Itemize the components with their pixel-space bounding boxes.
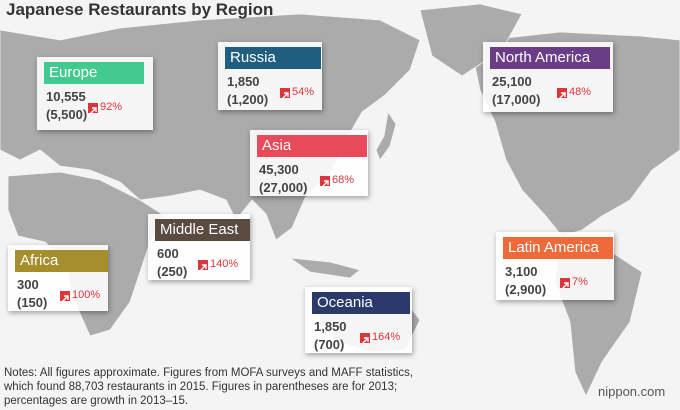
current-count: 25,100	[492, 74, 532, 89]
growth-icon	[560, 278, 570, 290]
region-name: Africa	[15, 250, 108, 272]
indonesia	[288, 257, 361, 279]
current-count: 3,100	[505, 264, 538, 279]
arrow	[558, 92, 566, 100]
arrow	[61, 295, 69, 303]
current-count: 1,850	[314, 319, 347, 334]
region-name: Latin America	[503, 237, 613, 259]
growth-icon	[320, 176, 330, 188]
current-count: 1,850	[227, 74, 260, 89]
current-count: 300	[17, 277, 39, 292]
growth-icon	[557, 88, 567, 100]
growth: 68%	[332, 174, 355, 186]
japan	[375, 110, 397, 161]
region-box: Oceania 1,850 (700) 164%	[305, 287, 412, 353]
growth: 54%	[292, 86, 315, 98]
region-name: Russia	[225, 47, 321, 69]
growth-icon	[88, 103, 98, 115]
title: Japanese Restaurants by Region	[6, 0, 274, 19]
previous-count: (17,000)	[492, 92, 541, 107]
growth: 164%	[372, 331, 401, 343]
previous-count: (700)	[314, 337, 345, 352]
previous-count: (1,200)	[227, 92, 269, 107]
previous-count: (27,000)	[259, 180, 308, 195]
region-box: Europe 10,555 (5,500) 92%	[37, 57, 153, 130]
region-box: Russia 1,850 (1,200) 54%	[218, 42, 322, 110]
previous-count: (150)	[17, 295, 48, 310]
region-name: Asia	[257, 135, 367, 157]
previous-count: (250)	[157, 264, 188, 279]
region-box: Africa 300 (150) 100%	[8, 245, 108, 311]
region-box: Asia 45,300 (27,000) 68%	[250, 130, 368, 196]
growth-icon	[280, 88, 290, 100]
region-name: Oceania	[312, 292, 410, 314]
previous-count: (2,900)	[505, 282, 547, 297]
growth-icon	[360, 333, 370, 345]
logo: nippon.com	[598, 384, 666, 399]
growth-icon	[198, 260, 208, 272]
region-box: Middle East 600 (250) 140%	[148, 214, 250, 280]
growth: 100%	[72, 289, 101, 301]
arrow	[361, 337, 369, 345]
growth: 7%	[572, 276, 588, 288]
region-name: Middle East	[155, 219, 250, 241]
region-box: North America 25,100 (17,000) 48%	[483, 42, 613, 112]
notes: Notes: All figures approximate. Figures …	[4, 366, 413, 408]
current-count: 45,300	[259, 162, 299, 177]
growth-icon	[60, 291, 70, 303]
growth: 140%	[210, 258, 239, 270]
arrow	[281, 92, 289, 100]
current-count: 10,555	[46, 89, 86, 104]
arrow	[199, 264, 207, 272]
previous-count: (5,500)	[46, 107, 88, 122]
note-line: Notes: All figures approximate. Figures …	[4, 367, 414, 379]
region-name: Europe	[44, 62, 144, 84]
growth: 92%	[100, 101, 123, 113]
arrow	[89, 107, 97, 115]
note-line: which found 88,703 restaurants in 2015. …	[4, 381, 398, 393]
arrow	[561, 282, 569, 290]
note-line: percentages are growth in 2013–15.	[4, 395, 189, 407]
current-count: 600	[157, 246, 179, 261]
region-box: Latin America 3,100 (2,900) 7%	[496, 232, 614, 300]
region-name: North America	[490, 47, 610, 69]
growth: 48%	[569, 86, 592, 98]
arrow	[321, 180, 329, 188]
